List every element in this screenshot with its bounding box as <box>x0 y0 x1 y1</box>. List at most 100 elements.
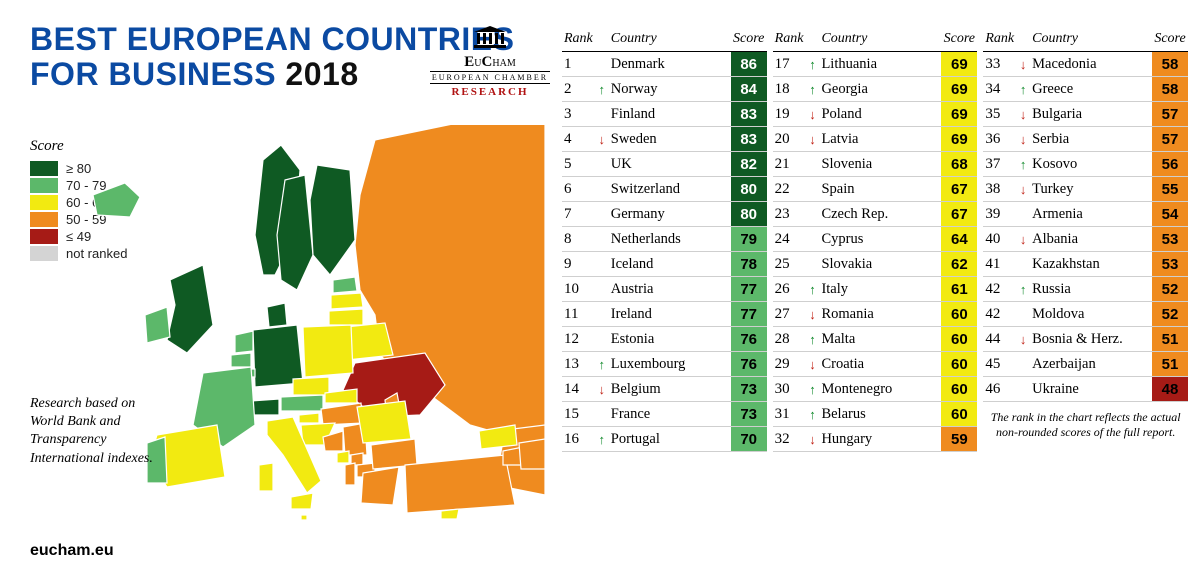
cell-country: Cyprus <box>819 227 941 252</box>
cell-rank: 38 <box>983 177 1016 202</box>
cell-country: Macedonia <box>1030 52 1152 77</box>
trend-arrow-icon: ↑ <box>1016 152 1030 177</box>
cell-country: Luxembourg <box>609 352 731 377</box>
table-row: 41 Kazakhstan 53 <box>983 252 1188 277</box>
left-panel: BEST EUROPEAN COUNTRIES FOR BUSINESS 201… <box>0 0 560 588</box>
cell-score: 59 <box>941 427 977 452</box>
cell-rank: 2 <box>562 77 595 102</box>
map-country-albania <box>345 463 355 485</box>
th-arrow <box>805 28 819 52</box>
map-country-slovakia <box>325 389 357 403</box>
table-row: 31 ↑ Belarus 60 <box>773 402 978 427</box>
title-line2-pre: FOR BUSINESS <box>30 56 285 92</box>
trend-arrow-icon: ↓ <box>805 102 819 127</box>
th-country: Country <box>1030 28 1152 52</box>
trend-arrow-icon: ↑ <box>805 52 819 77</box>
cell-rank: 1 <box>562 52 595 77</box>
cell-rank: 36 <box>983 127 1016 152</box>
cell-country: Romania <box>819 302 941 327</box>
rank-column-1: Rank Country Score 1 Denmark 86 2 ↑ Norw… <box>562 28 767 578</box>
cell-rank: 32 <box>773 427 806 452</box>
cell-rank: 3 <box>562 102 595 127</box>
cell-score: 62 <box>941 252 977 277</box>
th-rank: Rank <box>562 28 595 52</box>
cell-score: 73 <box>731 402 767 427</box>
logo-name: EUCHAM <box>430 54 550 71</box>
trend-arrow-icon <box>595 177 609 202</box>
map-country-sardinia <box>259 463 273 491</box>
cell-rank: 14 <box>562 377 595 402</box>
map-country-switzerland <box>251 399 279 415</box>
rankings-panel: Rank Country Score 1 Denmark 86 2 ↑ Norw… <box>560 0 1200 588</box>
cell-country: Lithuania <box>819 52 941 77</box>
cell-country: Norway <box>609 77 731 102</box>
map-country-lithuania <box>329 309 363 325</box>
trend-arrow-icon: ↓ <box>805 302 819 327</box>
table-row: 21 Slovenia 68 <box>773 152 978 177</box>
table-row: 17 ↑ Lithuania 69 <box>773 52 978 77</box>
website: eucham.eu <box>30 542 114 560</box>
cell-rank: 24 <box>773 227 806 252</box>
trend-arrow-icon <box>805 202 819 227</box>
cell-country: Italy <box>819 277 941 302</box>
trend-arrow-icon <box>595 52 609 77</box>
table-row: 18 ↑ Georgia 69 <box>773 77 978 102</box>
trend-arrow-icon <box>595 277 609 302</box>
trend-arrow-icon <box>1016 352 1030 377</box>
cell-rank: 21 <box>773 152 806 177</box>
map-caption: Research based on World Bank and Transpa… <box>30 395 170 468</box>
table-row: 7 Germany 80 <box>562 202 767 227</box>
trend-arrow-icon: ↓ <box>1016 102 1030 127</box>
cell-rank: 7 <box>562 202 595 227</box>
cell-score: 60 <box>941 377 977 402</box>
table-row: 40 ↓ Albania 53 <box>983 227 1188 252</box>
cell-score: 58 <box>1152 52 1188 77</box>
cell-country: Latvia <box>819 127 941 152</box>
cell-rank: 44 <box>983 327 1016 352</box>
table-row: 33 ↓ Macedonia 58 <box>983 52 1188 77</box>
cell-country: Russia <box>1030 277 1152 302</box>
cell-score: 52 <box>1152 277 1188 302</box>
th-score: Score <box>1152 28 1188 52</box>
cell-score: 54 <box>1152 202 1188 227</box>
cell-score: 70 <box>731 427 767 452</box>
cell-score: 86 <box>731 52 767 77</box>
cell-score: 80 <box>731 177 767 202</box>
cell-score: 77 <box>731 302 767 327</box>
cell-score: 68 <box>941 152 977 177</box>
trend-arrow-icon: ↑ <box>595 77 609 102</box>
table-row: 8 Netherlands 79 <box>562 227 767 252</box>
trend-arrow-icon <box>1016 202 1030 227</box>
cell-country: Finland <box>609 102 731 127</box>
trend-arrow-icon <box>595 302 609 327</box>
cell-rank: 9 <box>562 252 595 277</box>
cell-score: 82 <box>731 152 767 177</box>
cell-rank: 28 <box>773 327 806 352</box>
cell-rank: 40 <box>983 227 1016 252</box>
cell-rank: 20 <box>773 127 806 152</box>
trend-arrow-icon <box>805 177 819 202</box>
trend-arrow-icon <box>1016 302 1030 327</box>
th-score: Score <box>731 28 767 52</box>
table-row: 13 ↑ Luxembourg 76 <box>562 352 767 377</box>
trend-arrow-icon: ↓ <box>1016 227 1030 252</box>
cell-country: Albania <box>1030 227 1152 252</box>
cell-score: 61 <box>941 277 977 302</box>
trend-arrow-icon <box>595 327 609 352</box>
cell-country: Croatia <box>819 352 941 377</box>
cell-score: 60 <box>941 352 977 377</box>
trend-arrow-icon: ↑ <box>1016 277 1030 302</box>
trend-arrow-icon <box>805 227 819 252</box>
cell-country: Portugal <box>609 427 731 452</box>
cell-score: 55 <box>1152 177 1188 202</box>
cell-country: Turkey <box>1030 177 1152 202</box>
cell-score: 51 <box>1152 327 1188 352</box>
cell-rank: 5 <box>562 152 595 177</box>
cell-country: Hungary <box>819 427 941 452</box>
map-country-denmark <box>267 303 287 327</box>
table-row: 16 ↑ Portugal 70 <box>562 427 767 452</box>
trend-arrow-icon <box>1016 377 1030 402</box>
table-row: 32 ↓ Hungary 59 <box>773 427 978 452</box>
cell-rank: 19 <box>773 102 806 127</box>
cell-rank: 8 <box>562 227 595 252</box>
